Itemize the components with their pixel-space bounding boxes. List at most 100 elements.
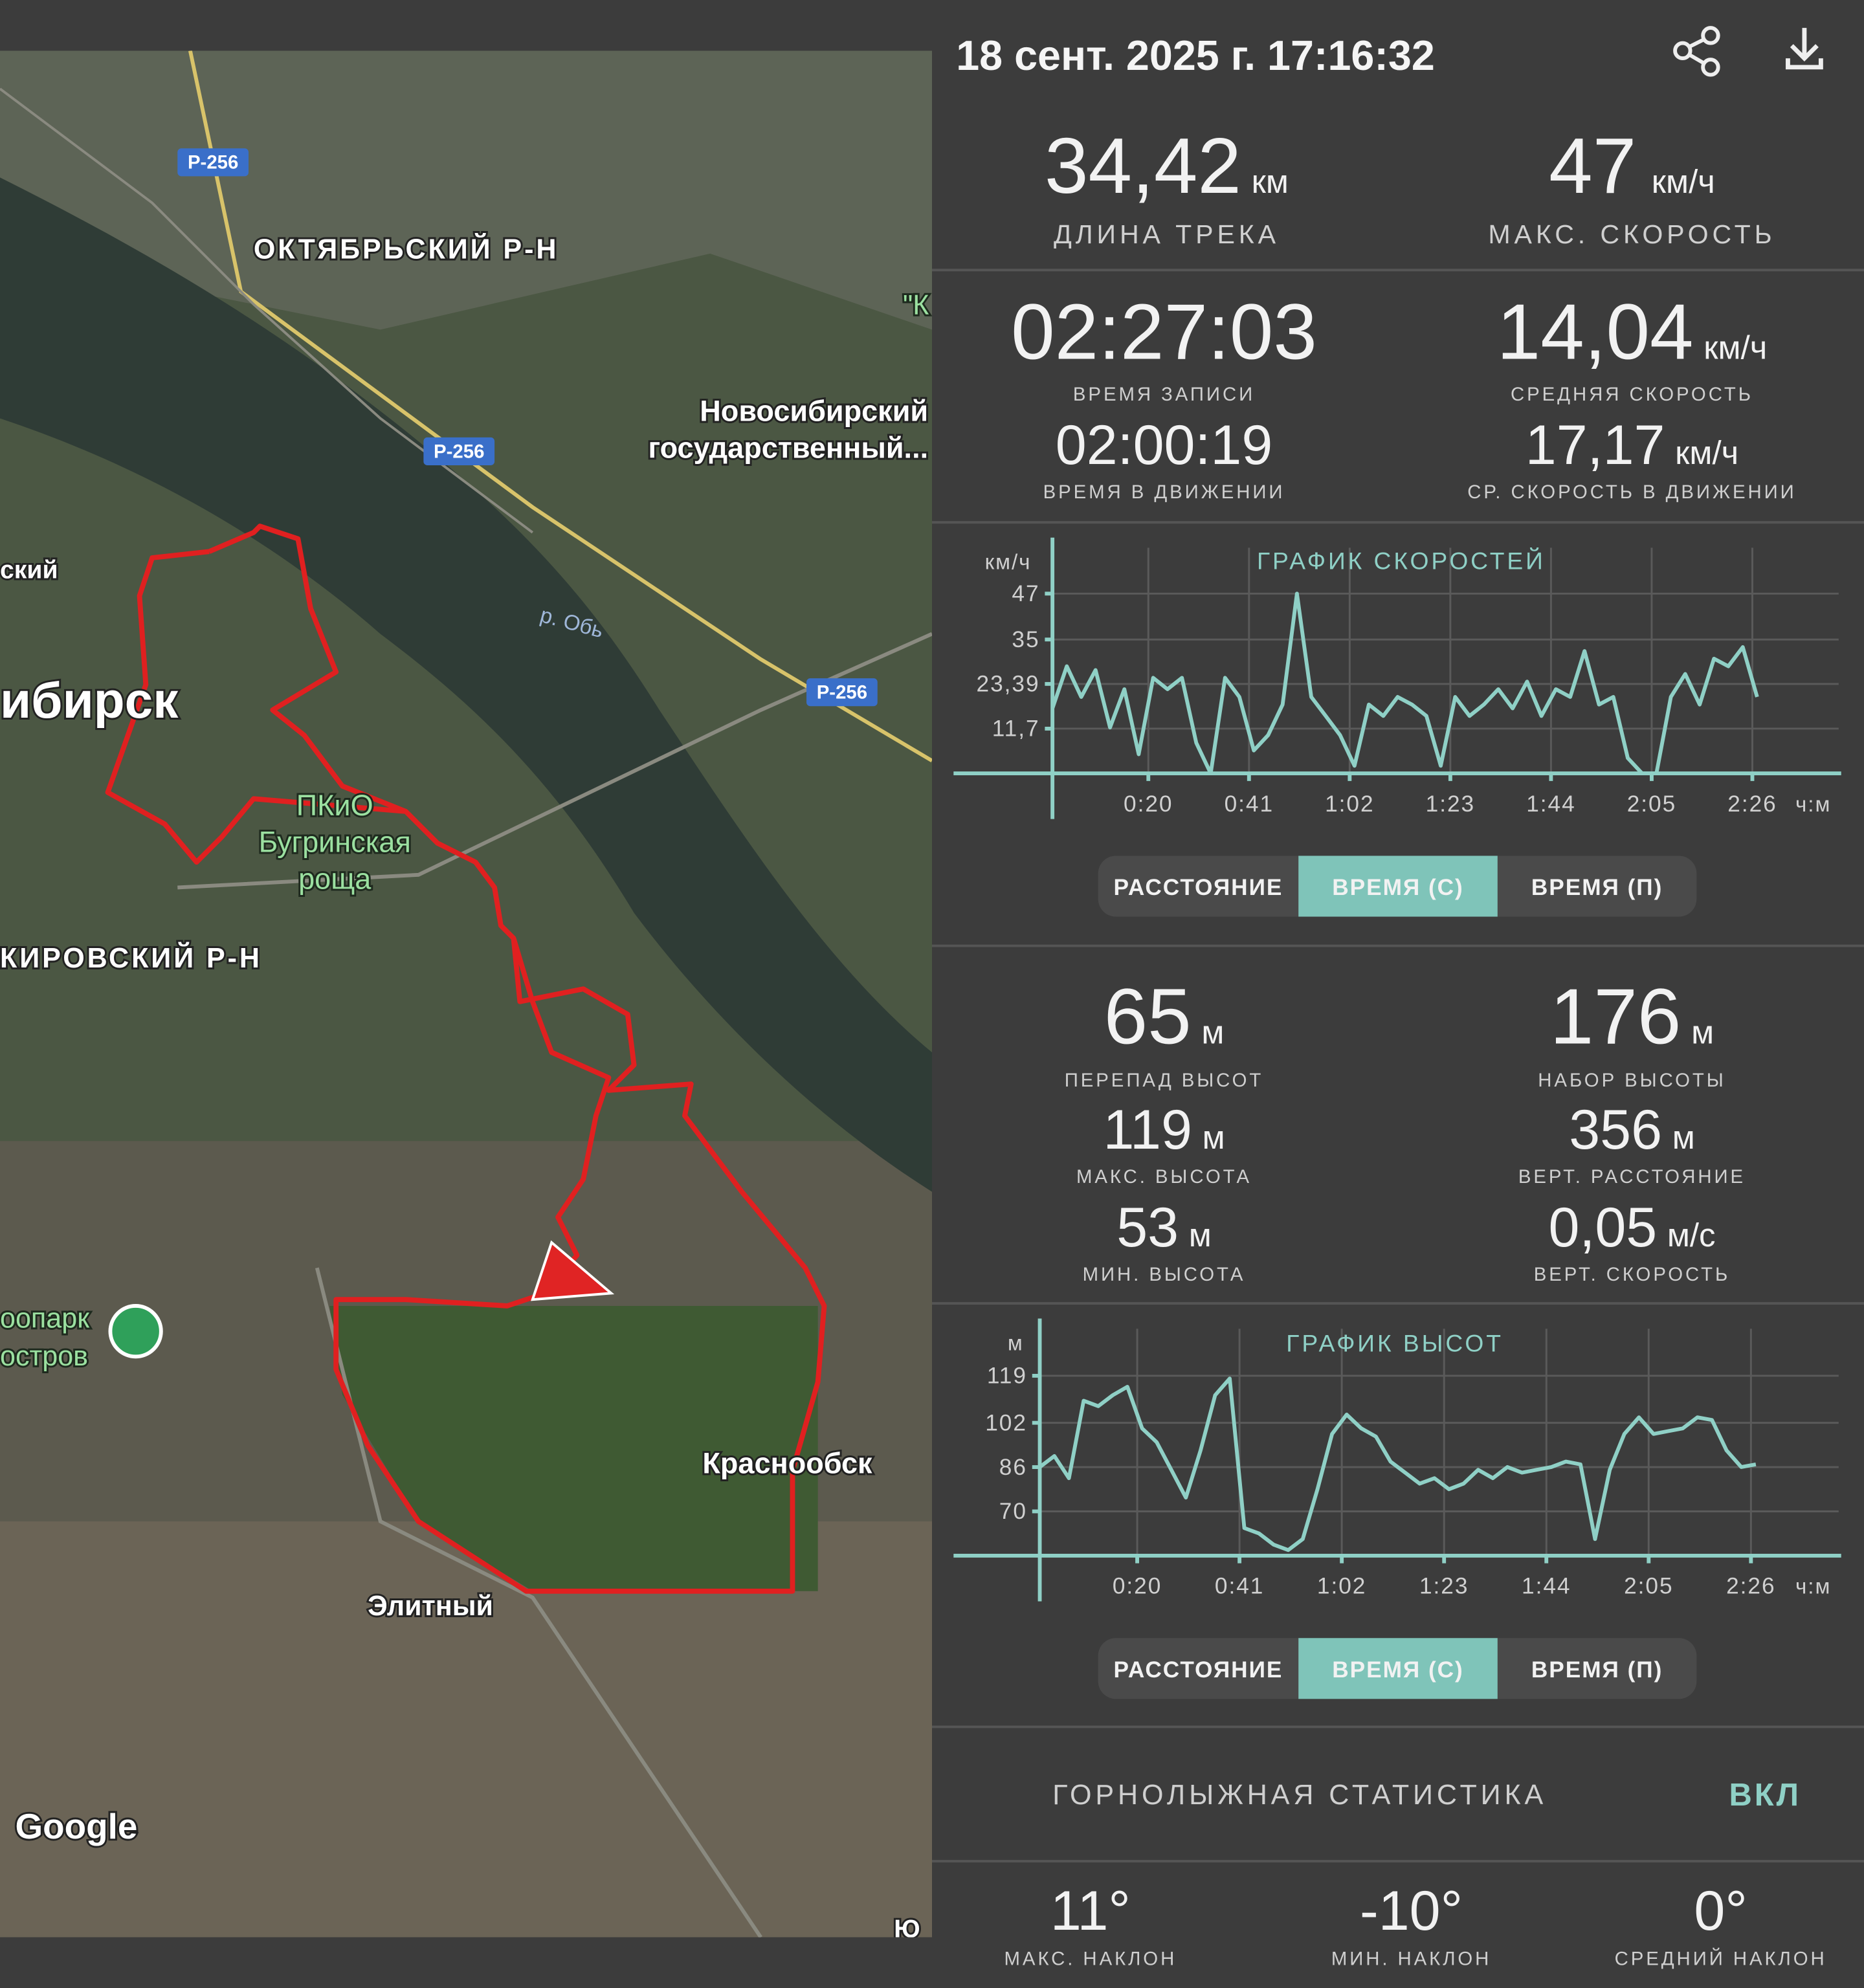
road-shield: Р-256 xyxy=(806,678,878,707)
toggle-option[interactable]: РАССТОЯНИЕ xyxy=(1113,1657,1283,1683)
x-tick-label: 1:23 xyxy=(1426,791,1475,817)
stat: -10° МИН. НАКЛОН xyxy=(1331,1880,1489,1970)
svg-text:65м: 65 м xyxy=(1104,972,1225,1060)
x-axis-label: ч:м xyxy=(1795,793,1831,817)
y-tick-label: 35 xyxy=(1012,627,1039,652)
data-line xyxy=(1038,1376,1757,1552)
x-tick-label: 0:41 xyxy=(1225,791,1274,817)
y-axis-label: м xyxy=(1008,1332,1024,1356)
stat: 02:00:19 ВРЕМЯ В ДВИЖЕНИИ xyxy=(1043,414,1285,503)
chart-title: ГРАФИК ВЫСОТ xyxy=(1286,1329,1503,1356)
stat-value: 34,42 xyxy=(1045,122,1241,210)
stat-value: 11° xyxy=(1050,1880,1131,1942)
stat-unit: км/ч xyxy=(1675,434,1738,471)
x-tick-label: 2:05 xyxy=(1624,1574,1673,1599)
stat-label: СР. СКОРОСТЬ В ДВИЖЕНИИ xyxy=(1467,481,1796,503)
stat: 0° СРЕДНИЙ НАКЛОН xyxy=(1615,1880,1825,1970)
toggle-option[interactable]: ВРЕМЯ (С) xyxy=(1332,875,1464,900)
stat-value: 0° xyxy=(1694,1880,1747,1942)
stat-value: 65 xyxy=(1104,972,1192,1060)
map-label: роща xyxy=(298,862,372,895)
stat: 176 м НАБОР ВЫСОТЫ xyxy=(1538,972,1723,1091)
toggle-option[interactable]: ВРЕМЯ (С) xyxy=(1332,1657,1464,1683)
stat: 53 м МИН. ВЫСОТА xyxy=(1083,1197,1243,1285)
toggle-option[interactable]: ВРЕМЯ (П) xyxy=(1531,1657,1663,1683)
stat-unit: км/ч xyxy=(1703,329,1767,366)
title: 18 сент. 2025 г. 17:16:32 xyxy=(956,32,1435,79)
stat-unit: км/ч xyxy=(1652,163,1715,200)
position-marker xyxy=(531,1240,615,1301)
stat-unit: м xyxy=(1203,1119,1225,1156)
stat: 119 м МАКС. ВЫСОТА xyxy=(1076,1099,1249,1187)
x-tick-label: 0:20 xyxy=(1113,1574,1162,1599)
x-tick-label: 2:05 xyxy=(1627,791,1676,817)
toggle-selected xyxy=(1298,856,1498,917)
ski-toggle[interactable]: ВКЛ xyxy=(1729,1778,1801,1813)
x-tick-label: 0:41 xyxy=(1215,1574,1264,1599)
stat-value: 119 xyxy=(1103,1099,1192,1161)
road-label: Р-256 xyxy=(188,152,238,173)
map: Р-256 Р-256 Р-256 ОКТЯБРЬСКИЙ Р-Н Новоси… xyxy=(0,50,932,1943)
road-shield: Р-256 xyxy=(177,148,249,177)
map-label: Краснообск xyxy=(702,1447,872,1480)
stat-label: ДЛИНА ТРЕКА xyxy=(1054,219,1280,249)
map-label: Ю xyxy=(894,1916,920,1943)
x-tick-label: 1:02 xyxy=(1325,791,1374,817)
stat: 356 м ВЕРТ. РАССТОЯНИЕ xyxy=(1518,1099,1743,1187)
x-tick-label: 0:20 xyxy=(1124,791,1173,817)
y-axis-label: км/ч xyxy=(985,551,1032,575)
map-label: "К xyxy=(903,290,929,321)
stat-value: 176 xyxy=(1550,972,1681,1060)
stat-unit: м xyxy=(1189,1217,1212,1254)
stat: 17,17 км/ч СР. СКОРОСТЬ В ДВИЖЕНИИ xyxy=(1467,414,1796,503)
stat-label: ВРЕМЯ В ДВИЖЕНИИ xyxy=(1043,481,1285,503)
svg-text:53м: 53 м xyxy=(1116,1197,1212,1259)
stat: 47 км/ч МАКС. СКОРОСТЬ xyxy=(1488,122,1771,249)
y-tick-label: 23,39 xyxy=(977,672,1040,697)
stat-label: МАКС. НАКЛОН xyxy=(1004,1949,1177,1970)
y-tick-label: 119 xyxy=(987,1364,1027,1389)
stat: 11° МАКС. НАКЛОН xyxy=(1004,1880,1177,1970)
x-tick-label: 1:44 xyxy=(1526,791,1575,817)
stat-unit: м/с xyxy=(1667,1217,1716,1254)
stat: 34,42 км ДЛИНА ТРЕКА xyxy=(1045,122,1289,249)
x-tick-label: 2:26 xyxy=(1727,791,1777,817)
road-label: Р-256 xyxy=(434,441,484,462)
map-label: Элитный xyxy=(368,1591,493,1622)
stat: 02:27:03 ВРЕМЯ ЗАПИСИ xyxy=(1011,287,1317,405)
map-label: КИРОВСКИЙ Р-Н xyxy=(0,942,262,974)
map-label: ОКТЯБРЬСКИЙ Р-Н xyxy=(254,234,559,265)
stat-value: 14,04 xyxy=(1497,287,1694,375)
stat-value: 53 xyxy=(1116,1197,1179,1259)
data-line xyxy=(1050,591,1759,776)
x-tick-label: 1:02 xyxy=(1317,1574,1366,1599)
download-button[interactable] xyxy=(1786,28,1823,70)
section-title: ГОРНОЛЫЖНАЯ СТАТИСТИКА xyxy=(1052,1780,1547,1811)
stat-label: ПЕРЕПАД ВЫСОТ xyxy=(1065,1070,1264,1091)
share-button[interactable] xyxy=(1673,26,1720,77)
road-label: Р-256 xyxy=(817,682,867,703)
toggle-option[interactable]: РАССТОЯНИЕ xyxy=(1113,875,1283,900)
x-tick-label: 2:26 xyxy=(1726,1574,1775,1599)
stat-value: 02:00:19 xyxy=(1056,414,1273,476)
stat-value: 47 xyxy=(1549,122,1636,210)
stat-value: 0,05 xyxy=(1548,1197,1657,1259)
dividers xyxy=(932,269,1864,1863)
chart-title: ГРАФИК СКОРОСТЕЙ xyxy=(1257,547,1546,575)
toggle-option[interactable]: ВРЕМЯ (П) xyxy=(1531,875,1663,900)
stat-label: ВРЕМЯ ЗАПИСИ xyxy=(1073,384,1255,405)
x-tick-label: 1:23 xyxy=(1419,1574,1469,1599)
map-label: ский xyxy=(0,556,58,584)
y-tick-label: 86 xyxy=(999,1455,1027,1480)
stat-value: 02:27:03 xyxy=(1011,287,1317,375)
road-shield: Р-256 xyxy=(423,437,495,466)
map-label: Бугринская xyxy=(259,826,411,859)
stat-unit: м xyxy=(1201,1013,1224,1050)
